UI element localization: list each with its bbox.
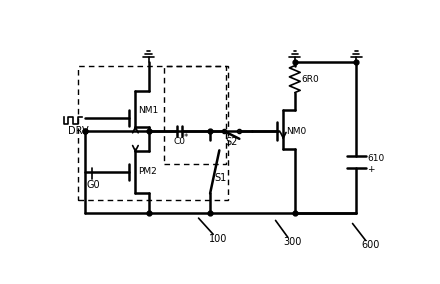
Text: 600: 600 xyxy=(361,240,379,250)
Text: NM1: NM1 xyxy=(139,106,159,115)
Text: 300: 300 xyxy=(283,237,302,247)
Text: DRV: DRV xyxy=(69,126,89,136)
Text: *: * xyxy=(184,133,188,142)
Text: S2: S2 xyxy=(225,137,238,147)
Text: NM0: NM0 xyxy=(286,127,307,135)
Text: 610: 610 xyxy=(367,154,385,162)
Text: S1: S1 xyxy=(215,173,227,183)
Bar xyxy=(78,66,228,201)
Text: G0: G0 xyxy=(87,180,100,190)
Text: 6R0: 6R0 xyxy=(301,75,319,83)
Text: PM2: PM2 xyxy=(139,167,157,176)
Text: 100: 100 xyxy=(209,234,227,244)
Text: +: + xyxy=(367,165,375,174)
Text: C0: C0 xyxy=(173,137,185,146)
Bar xyxy=(164,66,226,164)
